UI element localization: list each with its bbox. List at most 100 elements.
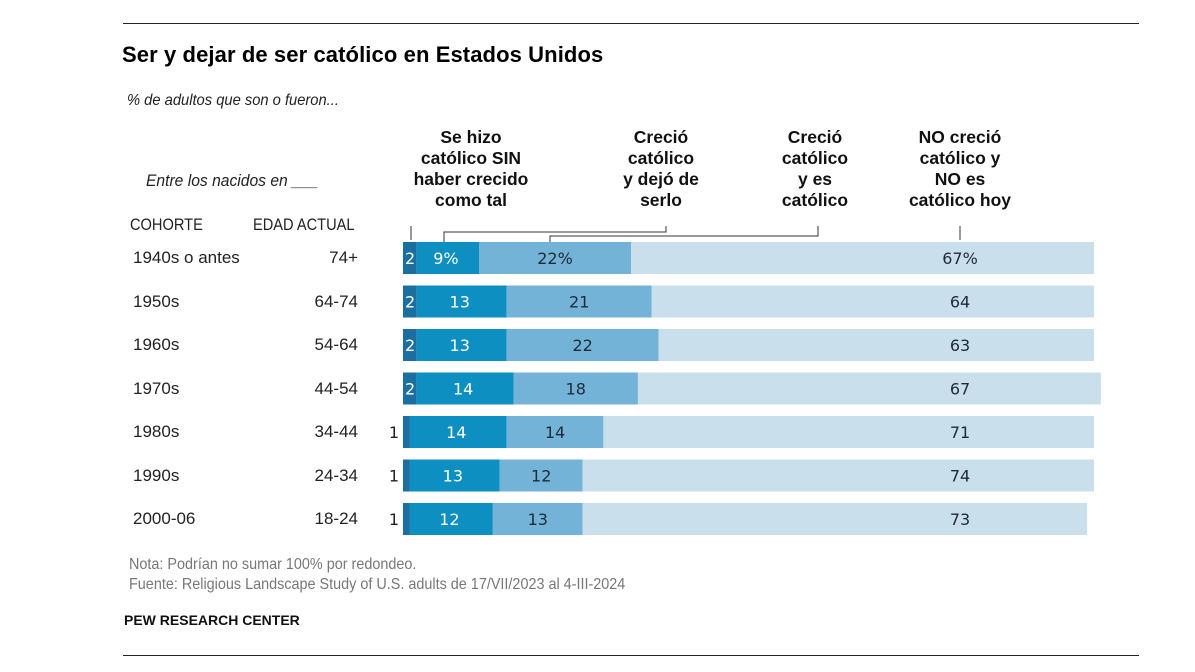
data-label: 9%	[433, 249, 458, 268]
bar-segment	[631, 242, 1094, 274]
bar-segment	[416, 242, 480, 274]
brand-logo-text: PEW RESEARCH CENTER	[124, 612, 300, 628]
chart-subtitle: % de adultos que son o fueron...	[127, 92, 339, 109]
age-label: 64-74	[314, 291, 358, 311]
legend-raised-left: Creció católico y dejó de serlo	[605, 127, 717, 211]
source-text: Fuente: Religious Landscape Study of U.S…	[129, 576, 626, 593]
cohort-label: 1940s o antes	[133, 248, 240, 267]
leader-raised-left	[443, 226, 667, 243]
data-label: 2	[405, 380, 415, 399]
data-label: 64	[950, 293, 970, 312]
row-intro: Entre los nacidos en ___	[146, 171, 319, 190]
legend-line: como tal	[435, 190, 507, 210]
bar-segment	[409, 503, 493, 535]
legend-line: católico hoy	[908, 190, 1012, 210]
bar-segment	[506, 416, 604, 448]
bar-segment	[651, 285, 1094, 318]
data-label: 18	[566, 380, 586, 399]
cohort-label: 1990s	[133, 465, 180, 485]
bar-segment	[513, 372, 638, 405]
data-label: 13	[528, 510, 548, 529]
bar-segment	[582, 503, 1088, 535]
bar-segment	[416, 329, 507, 361]
data-label: 1	[389, 467, 399, 486]
legend-line: Creció	[787, 127, 843, 147]
leader-raised-stayed	[549, 226, 819, 243]
legend-leaders	[410, 226, 961, 243]
bar-segment	[492, 503, 583, 535]
age-label: 24-34	[314, 465, 358, 485]
bar-segment	[506, 329, 659, 361]
data-label: 1	[389, 510, 399, 529]
data-label: 73	[950, 510, 970, 529]
bar-segment	[403, 285, 417, 318]
data-label: 74	[950, 467, 970, 486]
data-label: 2	[405, 336, 415, 355]
legend-line: católico	[781, 190, 849, 210]
legend-line: Se hizo	[440, 127, 502, 147]
bar-segment	[403, 329, 417, 361]
bar-segment	[582, 459, 1094, 492]
bar-segment	[403, 459, 410, 492]
legend-line: Creció	[633, 127, 689, 147]
legend-line: haber crecido	[413, 169, 529, 189]
legend-converted: Se hizo católico SIN haber crecido como …	[400, 127, 542, 211]
legend-line: NO es	[934, 169, 986, 189]
bar-segment	[416, 285, 507, 318]
data-label: 14	[453, 380, 473, 399]
data-label: 2	[405, 293, 415, 312]
bars: 2 9% 22% 67% 2 13 21 64 2 13 22 63 2 14 18 67 1 14 14 71 1 13…	[389, 242, 1101, 535]
legend-never-catholic: NO creció católico y NO es católico hoy	[890, 127, 1030, 211]
legend-line: católico y	[919, 148, 1001, 168]
bar-segment	[506, 285, 652, 318]
data-label: 63	[950, 336, 970, 355]
data-label: 13	[450, 293, 470, 312]
chart-title: Ser y dejar de ser católico en Estados U…	[122, 42, 604, 67]
cohort-label: 1980s	[133, 422, 180, 441]
age-label: 18-24	[314, 509, 358, 528]
legend-line: católico	[627, 148, 695, 168]
age-label: 54-64	[314, 335, 358, 354]
data-label: 22	[572, 336, 592, 355]
age-label: 34-44	[314, 422, 358, 441]
top-rule	[123, 23, 1139, 24]
legend-line: serlo	[640, 190, 682, 210]
bottom-rule	[123, 655, 1139, 656]
age-label: 44-54	[314, 378, 358, 398]
bar-segment	[637, 372, 1101, 405]
data-label: 71	[950, 423, 970, 442]
note-text: Nota: Podrían no sumar 100% por redondeo…	[129, 556, 417, 573]
data-label: 22%	[537, 249, 573, 268]
bar-segment	[416, 372, 514, 405]
data-label: 14	[446, 423, 466, 442]
legend-line: y dejó de	[623, 169, 699, 189]
column-header-age: EDAD ACTUAL	[253, 215, 355, 234]
bar-segment	[403, 242, 417, 274]
data-label: 13	[443, 467, 463, 486]
data-label: 13	[450, 336, 470, 355]
bar-segment	[603, 416, 1094, 448]
data-label: 21	[569, 293, 589, 312]
data-label: 1	[389, 423, 399, 442]
bar-segment	[409, 459, 500, 492]
cohort-label: 1950s	[133, 291, 180, 311]
age-label: 74+	[329, 248, 358, 267]
data-label: 2	[405, 249, 415, 268]
legend-line: católico	[781, 148, 849, 168]
bar-segment	[403, 416, 410, 448]
bar-segment	[658, 329, 1094, 361]
legend-line: NO creció	[918, 127, 1002, 147]
bar-segment	[479, 242, 632, 274]
data-label: 67	[950, 380, 970, 399]
bar-segment	[403, 372, 417, 405]
legend-raised-stayed: Creció católico y es católico	[760, 127, 870, 211]
legend-line: católico SIN	[420, 148, 522, 168]
bar-segment	[499, 459, 583, 492]
legend-line: y es	[797, 169, 833, 189]
cohort-label: 2000-06	[133, 509, 196, 528]
bar-segment	[403, 503, 410, 535]
data-label: 67%	[942, 249, 978, 268]
data-label: 14	[545, 423, 565, 442]
cohort-label: 1960s	[133, 335, 180, 354]
